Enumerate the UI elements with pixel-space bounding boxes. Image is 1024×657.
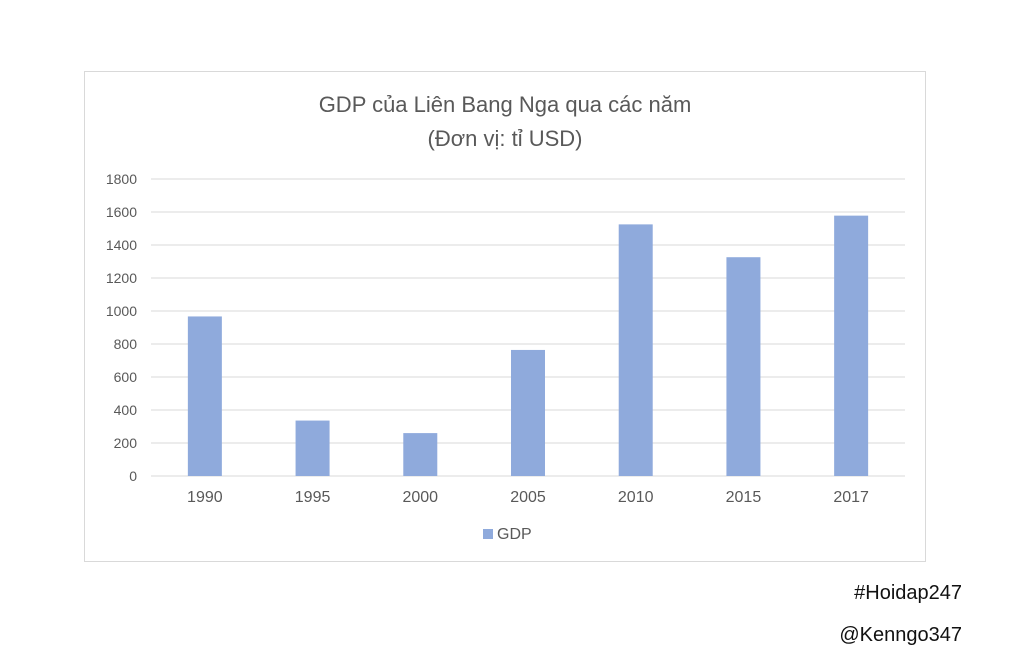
bar-2017 [834,215,869,476]
y-tick-label: 1200 [106,270,137,286]
chart-frame: GDP của Liên Bang Nga qua các năm (Đơn v… [84,71,926,562]
bars [187,215,869,476]
bar-1995 [295,420,330,476]
bar-2015 [726,257,761,476]
chart-subtitle: (Đơn vị: tỉ USD) [428,126,583,151]
bar-1990 [187,316,222,476]
y-tick-label: 0 [129,468,137,484]
x-tick-label: 2017 [833,489,869,506]
x-tick-label: 2005 [510,489,546,506]
x-axis-ticks: 1990 1995 2000 2005 2010 2015 2017 [187,489,869,506]
bar-2005 [511,349,545,476]
bar-2010 [618,224,653,476]
watermark-author: @Kenngo347 [839,624,962,646]
bar-2000 [403,433,438,476]
watermark-hoidap: #Hoidap247 [854,582,962,604]
y-tick-label: 800 [114,336,138,352]
y-tick-label: 1800 [106,171,137,187]
legend-label: GDP [497,526,532,543]
x-tick-label: 2000 [402,489,438,506]
y-tick-label: 1000 [106,303,137,319]
y-axis-ticks: 0 200 400 600 800 1000 1200 1400 1600 1800 [106,171,137,484]
y-tick-label: 1600 [106,204,137,220]
chart-title: GDP của Liên Bang Nga qua các năm [319,92,692,117]
y-tick-label: 400 [114,402,138,418]
x-tick-label: 2010 [618,489,654,506]
legend: GDP [483,526,532,543]
x-tick-label: 2015 [726,489,762,506]
y-tick-label: 200 [114,435,138,451]
x-tick-label: 1990 [187,489,223,506]
y-tick-label: 600 [114,369,138,385]
y-tick-label: 1400 [106,237,137,253]
x-tick-label: 1995 [295,489,331,506]
bar-chart: GDP của Liên Bang Nga qua các năm (Đơn v… [106,92,905,543]
gridlines [151,178,905,477]
legend-swatch [483,529,493,539]
